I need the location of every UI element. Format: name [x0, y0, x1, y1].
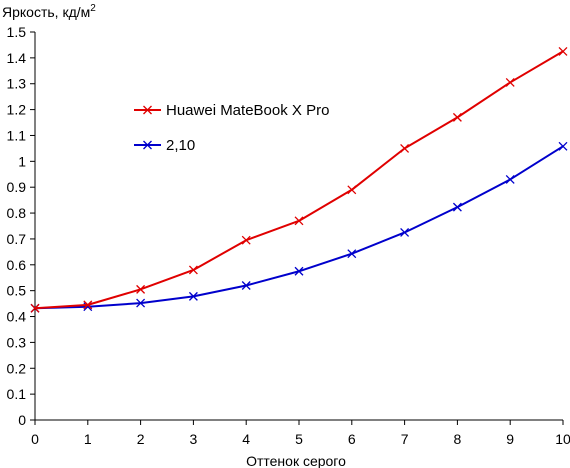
y-tick-label: 0.1 [7, 386, 27, 402]
x-tick-label: 2 [137, 431, 145, 447]
legend-item: 2,10 [134, 137, 195, 154]
y-tick-label: 1.3 [7, 76, 27, 92]
y-tick-label: 0.3 [7, 334, 27, 350]
y-tick-label: 1.1 [7, 127, 27, 143]
x-tick-label: 9 [506, 431, 514, 447]
legend-label: 2,10 [166, 137, 195, 154]
marker-stroke [505, 77, 515, 87]
data-point-marker [241, 281, 251, 290]
marker-stroke [188, 265, 198, 275]
data-point-marker [400, 143, 410, 153]
data-point-marker [241, 235, 251, 245]
legend-item: Huawei MateBook X Pro [134, 102, 329, 119]
data-point-marker [452, 202, 462, 212]
series-group [30, 141, 568, 313]
data-point-marker [347, 249, 357, 259]
marker-stroke [188, 291, 198, 301]
x-tick-label: 4 [242, 431, 250, 447]
marker-stroke [400, 143, 410, 153]
marker-stroke [83, 300, 93, 310]
x-tick-label: 6 [348, 431, 356, 447]
plot-area: 0 0.1 0.2 0.3 0.4 0.5 0.6 0.7 0.8 0.9 1 1.1 1.2 1.3 1.… [7, 24, 570, 447]
x-tick-label: 7 [401, 431, 409, 447]
y-tick-label: 1.4 [7, 50, 27, 66]
y-tick-label: 0.5 [7, 283, 27, 299]
marker-stroke [400, 228, 410, 237]
marker-stroke [558, 46, 568, 56]
y-tick-label: 1.2 [7, 102, 27, 118]
marker-stroke [241, 235, 251, 245]
marker-stroke [241, 281, 251, 290]
data-point-marker [83, 300, 93, 310]
y-tick-label: 0.2 [7, 360, 27, 376]
y-tick-label: 1 [18, 153, 26, 169]
x-tick-label: 5 [295, 431, 303, 447]
y-axis-title: Яркость, кд/м2 [2, 3, 96, 20]
legend-marker-stroke [143, 105, 152, 115]
data-point-marker [136, 284, 146, 294]
y-tick-label: 0.9 [7, 179, 27, 195]
data-point-marker [347, 185, 357, 195]
data-point-marker [294, 216, 304, 226]
marker-stroke [294, 266, 304, 276]
x-tick-label: 1 [84, 431, 92, 447]
data-point-marker [558, 46, 568, 56]
x-tick-label: 0 [31, 431, 39, 447]
y-tick-label: 0.8 [7, 205, 27, 221]
legend-marker-stroke [143, 140, 152, 150]
legend-label: Huawei MateBook X Pro [166, 102, 329, 119]
marker-stroke [136, 284, 146, 294]
marker-stroke [347, 249, 357, 259]
x-tick-label: 10 [555, 431, 570, 447]
y-tick-label: 0.4 [7, 309, 27, 325]
marker-stroke [558, 141, 568, 151]
data-point-marker [136, 298, 146, 308]
y-tick-label: 0.6 [7, 257, 27, 273]
marker-stroke [452, 202, 462, 212]
data-point-marker [505, 174, 515, 184]
y-tick-label: 0.7 [7, 231, 27, 247]
data-point-marker [294, 266, 304, 276]
marker-stroke [505, 174, 515, 184]
marker-stroke [136, 298, 146, 308]
marker-stroke [452, 112, 462, 122]
y-axis-title-text: Яркость, кд/м [2, 4, 90, 20]
y-tick-label: 0 [18, 412, 26, 428]
data-point-marker [400, 228, 410, 237]
data-point-marker [558, 141, 568, 151]
series-group [30, 46, 568, 313]
data-point-marker [30, 303, 40, 313]
marker-stroke [30, 303, 40, 313]
marker-stroke [347, 185, 357, 195]
series-line [34, 50, 564, 310]
x-tick-label: 8 [454, 431, 462, 447]
data-point-marker [188, 291, 198, 301]
marker-stroke [294, 216, 304, 226]
data-point-marker [505, 77, 515, 87]
x-axis-title: Оттенок серого [246, 453, 346, 468]
data-point-marker [188, 265, 198, 275]
y-axis-title-superscript: 2 [90, 3, 96, 14]
series-line [34, 145, 564, 310]
y-tick-label: 1.5 [7, 24, 27, 40]
data-point-marker [452, 112, 462, 122]
x-tick-label: 3 [190, 431, 198, 447]
